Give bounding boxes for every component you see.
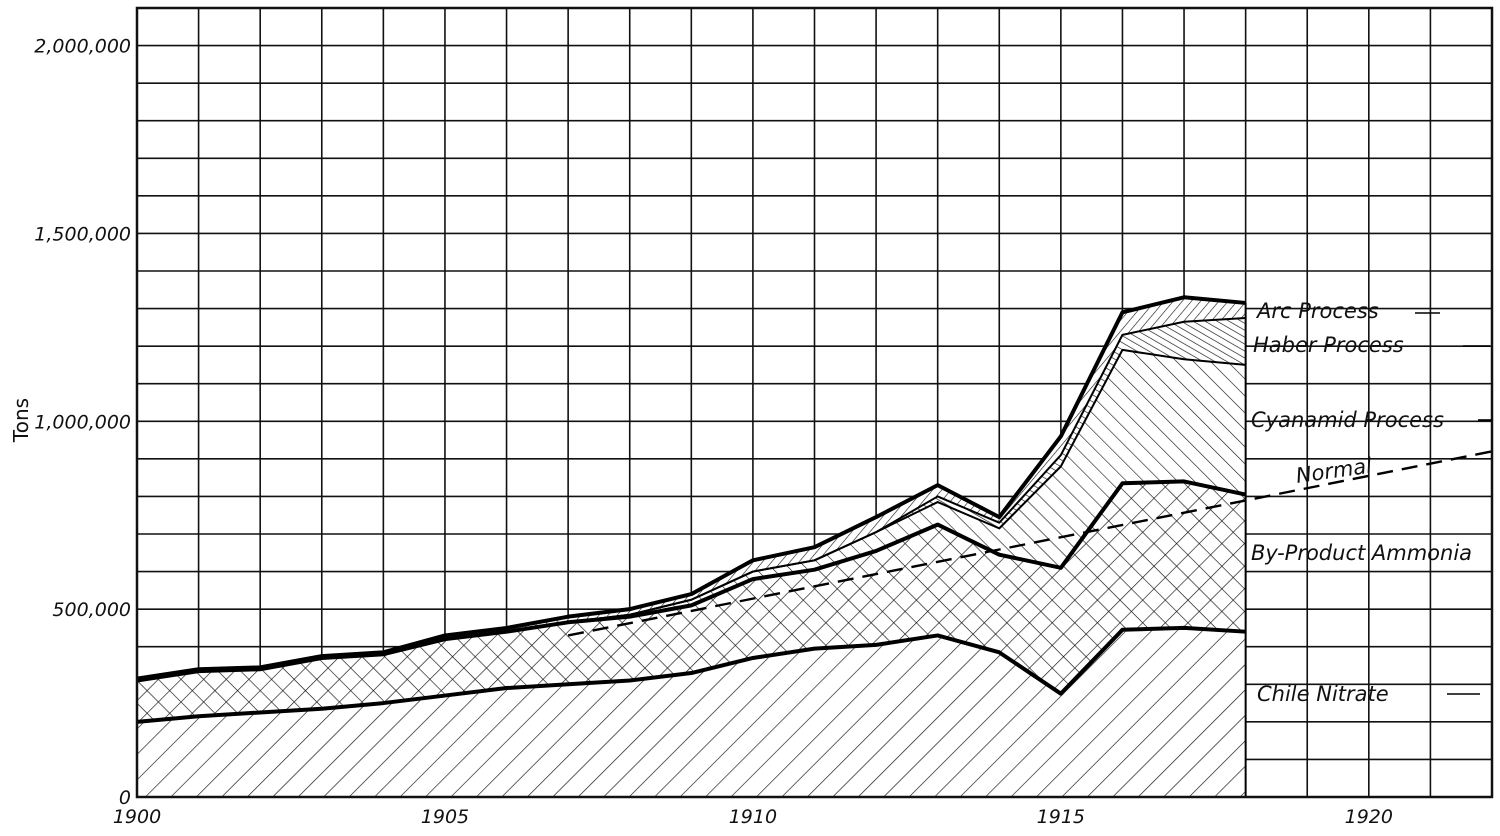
series-label-by-product-ammonia: By-Product Ammonia — [1251, 541, 1472, 565]
area-haber-process — [137, 317, 1246, 681]
normal-line — [567, 450, 1493, 637]
boundary-arc-process — [136, 295, 1246, 681]
y-tick-label: 1,500,000 — [34, 223, 131, 245]
x-tick-label: 1915 — [1037, 806, 1085, 828]
series-label-arc-process: Arc Process — [1255, 299, 1379, 323]
area-arc-process — [137, 297, 1246, 681]
area-cyanamid-process — [137, 349, 1246, 681]
axes: 1900 1905 1910 1915 1920 0 500,000 1,000,000 1,5… — [9, 6, 1494, 828]
plot-frame — [135, 6, 1494, 799]
x-tick-label: 1910 — [729, 806, 777, 828]
series-label-haber-process: Haber Process — [1253, 333, 1404, 357]
y-tick-label: 500,000 — [52, 599, 131, 621]
x-tick-label: 1905 — [421, 806, 469, 828]
series-label-cyanamid-process: Cyanamid Process — [1251, 408, 1444, 432]
y-tick-label: 0 — [119, 787, 131, 809]
y-tick-label: 2,000,000 — [34, 36, 131, 58]
y-axis-title: Tons — [9, 398, 33, 443]
series-label-chile-nitrate: Chile Nitrate — [1257, 682, 1389, 706]
y-tick-label: 1,000,000 — [34, 411, 131, 433]
x-tick-label: 1900 — [113, 806, 161, 828]
x-tick-label: 1920 — [1345, 806, 1393, 828]
boundary-chile-nitrate — [136, 625, 1246, 724]
series-labels: Chile Nitrate By-Product Ammonia Cyanamid … — [1251, 299, 1492, 706]
area-chile-nitrate — [137, 627, 1246, 797]
series-boundaries — [136, 295, 1493, 797]
